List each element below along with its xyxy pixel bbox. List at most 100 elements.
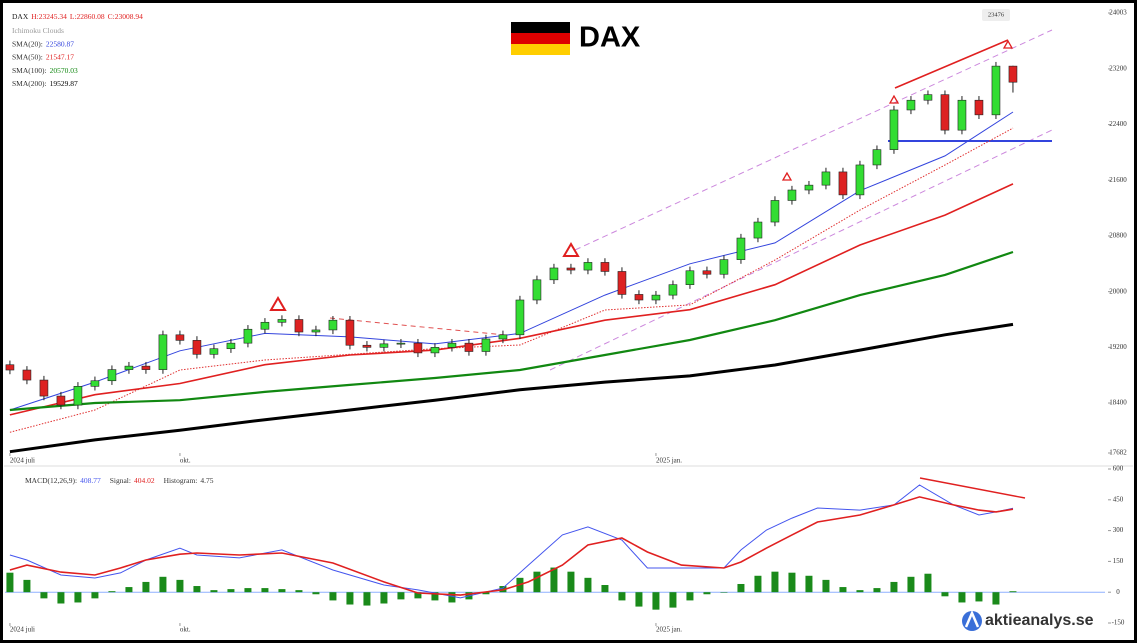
histogram-bar	[839, 587, 847, 593]
candle-body	[430, 347, 440, 354]
candle-body	[889, 109, 899, 150]
histogram-bar	[601, 585, 609, 593]
candle-body	[838, 171, 848, 196]
candle-body	[362, 344, 372, 348]
candle-body	[175, 334, 185, 341]
candle-body	[56, 395, 66, 406]
legend-text: 20570.03	[50, 66, 78, 75]
candle-body	[821, 171, 831, 186]
y-tick-label: 20000	[1109, 287, 1127, 295]
legend-text: Ichimoku Clouds	[12, 26, 64, 35]
histogram-bar	[363, 592, 371, 606]
histogram-bar	[958, 592, 966, 603]
candle-body	[991, 65, 1001, 116]
series-line	[9, 496, 1014, 596]
histogram-bar	[346, 592, 354, 605]
candle-body	[464, 342, 474, 352]
candle-body	[634, 294, 644, 301]
candle-body	[192, 340, 202, 355]
channel-line	[549, 129, 1053, 371]
drawings	[269, 29, 1053, 499]
histogram-bar	[193, 586, 201, 593]
legend-text: DAX	[12, 12, 29, 21]
histogram-bar	[567, 571, 575, 593]
candle-body	[73, 386, 83, 406]
histogram-bar	[788, 572, 796, 593]
histogram-bar	[703, 592, 711, 595]
candle-body	[532, 279, 542, 301]
y-tick-label: 20800	[1109, 232, 1127, 240]
candle-body	[396, 342, 406, 345]
histogram-bar	[125, 587, 133, 593]
histogram-bar	[856, 590, 864, 593]
histogram-bar	[822, 579, 830, 593]
x-tick-label: okt.	[180, 457, 191, 465]
series-line	[9, 484, 1014, 599]
signal-triangle	[1002, 39, 1014, 49]
histogram-bar	[771, 571, 779, 593]
legend-text: L:22860.08	[70, 12, 105, 21]
legend-entry: DAX H:23245.34 L:22860.08 C:23008.94	[12, 12, 143, 21]
candle-body	[617, 271, 627, 295]
price-tag-box	[982, 9, 1010, 21]
series-line	[9, 127, 1014, 433]
candle-body	[345, 319, 355, 346]
candle-body	[5, 364, 15, 371]
candle-body	[668, 284, 678, 296]
candle-body	[549, 267, 559, 281]
candle-body	[736, 237, 746, 260]
histogram-bar	[992, 592, 1000, 605]
histogram-bar	[380, 592, 388, 604]
legend-text: SMA(50):	[12, 52, 43, 61]
histogram-bar	[686, 592, 694, 601]
candle-body	[600, 262, 610, 272]
legend-entry: MACD(12,26,9): 408.77 Signal: 404.02 Histogr…	[25, 476, 214, 485]
histogram-bar	[1009, 591, 1017, 593]
candle-body	[804, 184, 814, 191]
price-tag: 23476	[988, 11, 1005, 18]
histogram-bar	[805, 575, 813, 593]
histogram-bar	[533, 571, 541, 593]
candle-body	[311, 329, 321, 333]
histogram-bar	[278, 589, 286, 593]
candle-body	[260, 321, 270, 330]
x-tick-label: 2025 jan.	[656, 457, 682, 465]
histogram-bar	[737, 583, 745, 593]
y-tick-label: 19200	[1109, 343, 1127, 351]
histogram-bar	[6, 572, 14, 593]
y-tick-label: 450	[1113, 495, 1124, 503]
legend-text: 22580.87	[46, 39, 74, 48]
histogram-bar	[618, 592, 626, 601]
histogram-bar	[397, 592, 405, 600]
legend-text: SMA(200):	[12, 79, 47, 88]
histogram-bar	[57, 592, 65, 604]
x-tick-label: 2025 jan.	[656, 626, 682, 634]
histogram-bar	[584, 577, 592, 593]
legend-text: H:23245.34	[31, 12, 67, 21]
histogram-bar	[227, 589, 235, 593]
candle-body	[685, 270, 695, 285]
legend-text: 21547.17	[46, 52, 74, 61]
legend-text: 408.77	[80, 476, 101, 485]
brand-name: aktieanalys.se	[985, 612, 1094, 629]
candle-body	[90, 380, 100, 387]
candle-body	[770, 200, 780, 223]
histogram-bar	[652, 592, 660, 610]
legend-entry: Ichimoku Clouds	[12, 26, 64, 35]
histogram-bar	[431, 592, 439, 601]
histogram-bar	[482, 592, 490, 595]
y-tick-label: 600	[1113, 465, 1124, 473]
trend-line	[919, 477, 1026, 499]
legend-entry: SMA(50): 21547.17	[12, 52, 74, 61]
y-tick-label: -150	[1112, 619, 1125, 627]
histogram-bar	[142, 581, 150, 593]
legend-text: Signal:	[110, 476, 131, 485]
series-line	[9, 322, 1014, 454]
trend-line	[329, 317, 506, 336]
brand-icon-mark	[964, 609, 980, 628]
histogram-bar	[669, 592, 677, 608]
signal-triangle	[562, 242, 580, 257]
series-line	[9, 250, 1014, 412]
histogram-bar	[550, 567, 558, 593]
